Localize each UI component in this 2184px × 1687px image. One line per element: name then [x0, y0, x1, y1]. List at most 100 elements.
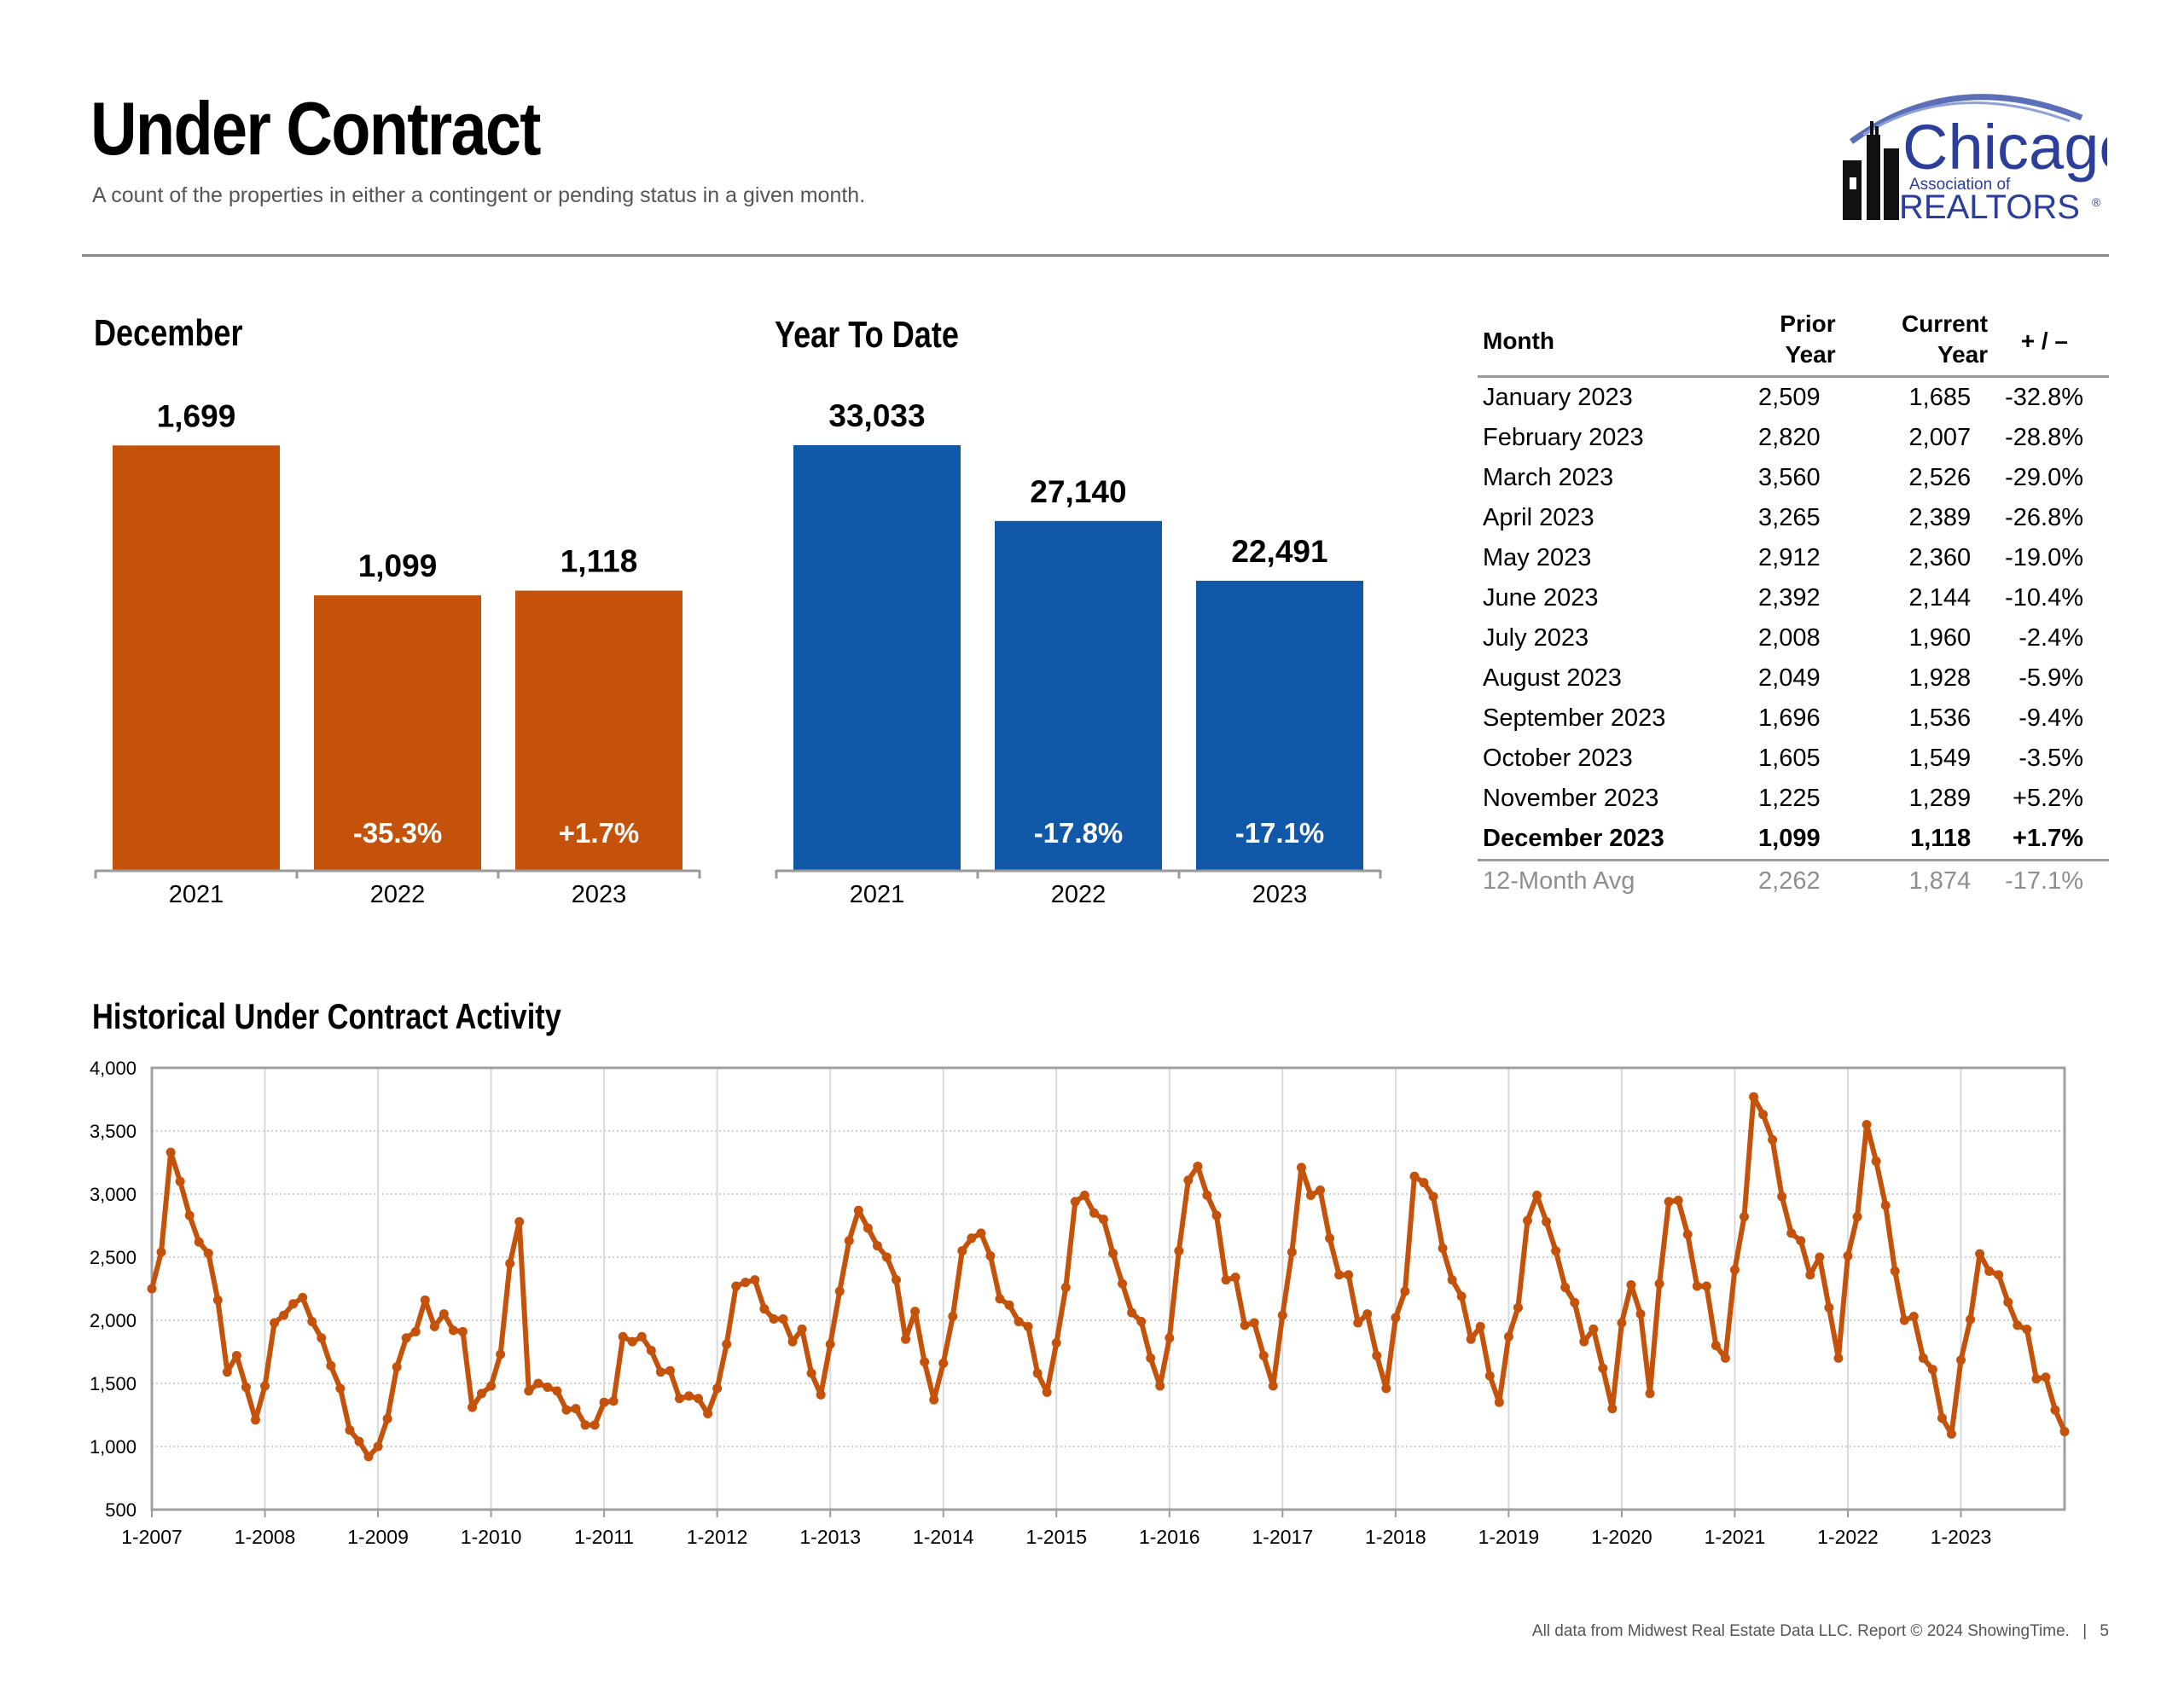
- data-point: [1739, 1212, 1749, 1222]
- data-point: [401, 1333, 411, 1343]
- data-point: [665, 1365, 675, 1376]
- data-point: [722, 1339, 732, 1349]
- month-cell: July 2023: [1483, 624, 1589, 652]
- data-point: [881, 1252, 892, 1262]
- data-point: [1108, 1249, 1118, 1259]
- data-point: [166, 1147, 176, 1157]
- data-point: [1409, 1171, 1420, 1181]
- data-point: [778, 1314, 788, 1325]
- data-point: [1626, 1280, 1636, 1290]
- data-point: [872, 1241, 882, 1251]
- data-point: [1334, 1270, 1345, 1280]
- data-point: [636, 1331, 647, 1342]
- current-year-cell: 1,928: [1908, 664, 1972, 692]
- data-point: [1513, 1302, 1523, 1313]
- data-point: [712, 1383, 723, 1394]
- data-point: [1824, 1302, 1834, 1313]
- data-point: [967, 1233, 977, 1244]
- data-point: [1852, 1212, 1862, 1222]
- page-title: Under Contract: [90, 86, 541, 171]
- table-row: July 2023 2,008 1,960 -2.4%: [1478, 618, 2109, 658]
- change-cell: -17.1%: [2005, 867, 2083, 895]
- data-point: [270, 1318, 280, 1328]
- data-point: [580, 1420, 590, 1430]
- data-point: [853, 1205, 863, 1215]
- y-tick-label: 3,500: [90, 1121, 136, 1142]
- data-point: [1984, 1266, 1995, 1276]
- y-tick-label: 3,000: [90, 1184, 136, 1205]
- prior-year-cell: 2,262: [1758, 867, 1821, 895]
- data-point: [1098, 1215, 1108, 1225]
- data-point: [1174, 1246, 1184, 1256]
- data-point: [363, 1452, 374, 1462]
- data-point: [1400, 1286, 1410, 1296]
- month-header: Month: [1478, 309, 1718, 378]
- x-tick-label: 1-2019: [1478, 1526, 1540, 1548]
- data-point: [1729, 1265, 1740, 1275]
- ytd-x-tick-2021: 2021: [850, 881, 905, 908]
- december-x-tick-2021: 2021: [169, 881, 224, 908]
- data-point: [1249, 1318, 1259, 1328]
- current-year-cell: 2,526: [1908, 464, 1972, 491]
- current-year-cell: 2,389: [1908, 504, 1972, 531]
- data-point: [1381, 1383, 1391, 1394]
- data-point: [1193, 1161, 1203, 1171]
- change-header: + / –: [2005, 309, 2109, 378]
- change-cell: -26.8%: [2005, 504, 2083, 531]
- data-point: [1155, 1381, 1165, 1391]
- data-point: [468, 1402, 478, 1412]
- data-point: [184, 1210, 195, 1220]
- december-value-label-2023: 1,118: [561, 543, 638, 578]
- ytd-value-label-2021: 33,033: [828, 398, 925, 433]
- data-point: [1165, 1333, 1175, 1343]
- x-tick-label: 1-2015: [1025, 1526, 1087, 1548]
- y-tick-label: 4,000: [90, 1058, 136, 1079]
- data-point: [1532, 1190, 1542, 1200]
- data-point: [1635, 1309, 1646, 1319]
- current-year-cell: 2,360: [1908, 544, 1972, 571]
- current-year-cell: 1,289: [1908, 785, 1972, 812]
- december-bar-chart: 1,699 2021 1,099 -35.3% 2022 1,118 +1.7% 2023: [94, 398, 701, 908]
- data-point: [1032, 1368, 1043, 1378]
- ytd-value-label-2022: 27,140: [1030, 474, 1126, 509]
- data-point: [2041, 1372, 2051, 1383]
- data-point: [590, 1420, 600, 1430]
- header-divider: [82, 254, 2109, 257]
- current-year-cell: 1,685: [1908, 384, 1972, 411]
- table-row: October 2023 1,605 1,549 -3.5%: [1478, 739, 2109, 779]
- prior-year-cell: 3,560: [1758, 464, 1821, 491]
- data-point: [222, 1367, 232, 1377]
- current-year-cell: 1,960: [1908, 624, 1972, 652]
- month-cell: August 2023: [1483, 664, 1622, 692]
- data-point: [524, 1386, 534, 1396]
- data-point: [825, 1339, 835, 1349]
- data-point: [1258, 1350, 1269, 1360]
- data-point: [175, 1176, 185, 1186]
- data-point: [1146, 1353, 1156, 1363]
- month-cell: March 2023: [1483, 464, 1614, 491]
- data-point: [1966, 1314, 1976, 1325]
- data-point: [241, 1382, 251, 1392]
- data-point: [1880, 1200, 1891, 1210]
- x-tick-label: 1-2009: [347, 1526, 409, 1548]
- data-point: [1362, 1309, 1373, 1319]
- data-point: [1758, 1110, 1769, 1120]
- table-average-row: 12-Month Avg 2,262 1,874 -17.1%: [1478, 861, 2109, 902]
- data-point: [561, 1405, 572, 1415]
- change-cell: +1.7%: [2005, 819, 2109, 861]
- page-subtitle: A count of the properties in either a co…: [92, 183, 866, 207]
- logo-line2: Association of: [1909, 176, 2011, 194]
- logo-line3: REALTORS: [1899, 188, 2080, 226]
- data-point: [901, 1334, 911, 1344]
- data-point: [1673, 1195, 1683, 1205]
- data-point: [599, 1397, 609, 1407]
- data-point: [1975, 1249, 1985, 1259]
- change-cell: -28.8%: [2005, 424, 2083, 451]
- change-cell: -3.5%: [2018, 745, 2083, 772]
- data-point: [212, 1295, 223, 1305]
- data-point: [1277, 1310, 1287, 1320]
- data-point: [1551, 1246, 1561, 1256]
- data-point: [769, 1314, 779, 1325]
- prior-year-cell: 2,509: [1758, 384, 1821, 411]
- prior-year-cell: 2,392: [1758, 584, 1821, 612]
